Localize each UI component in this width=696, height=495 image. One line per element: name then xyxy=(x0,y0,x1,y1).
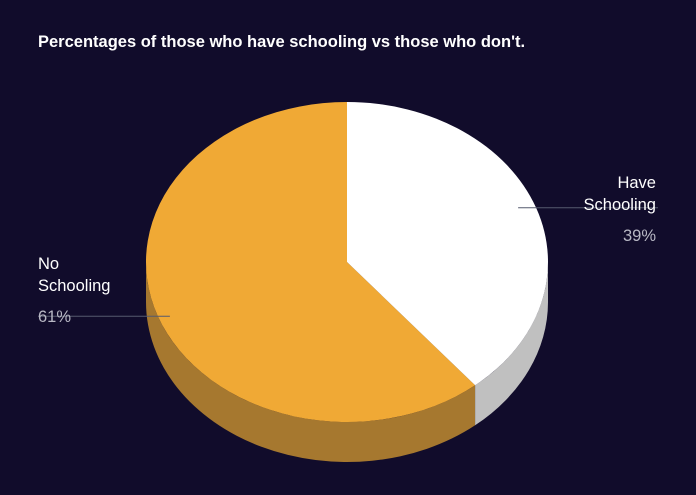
slice-side-have-schooling xyxy=(475,262,548,426)
slice-side-no-schooling xyxy=(146,262,476,462)
slice-no-schooling[interactable] xyxy=(145,102,476,422)
slice-label-line: Schooling xyxy=(583,196,656,214)
slice-percent-have-schooling: 39% xyxy=(622,227,656,245)
chart-title: Percentages of those who have schooling … xyxy=(38,33,526,51)
slice-label-line: Have xyxy=(617,174,656,192)
slice-have-schooling[interactable] xyxy=(347,102,548,386)
slice-label-line: No xyxy=(38,255,60,273)
slice-percent-no-schooling: 61% xyxy=(38,308,72,326)
slice-label-line: Schooling xyxy=(38,277,111,295)
slice-label-no-schooling: No Schooling xyxy=(38,253,158,297)
slice-label-have-schooling: Have Schooling xyxy=(526,172,656,216)
